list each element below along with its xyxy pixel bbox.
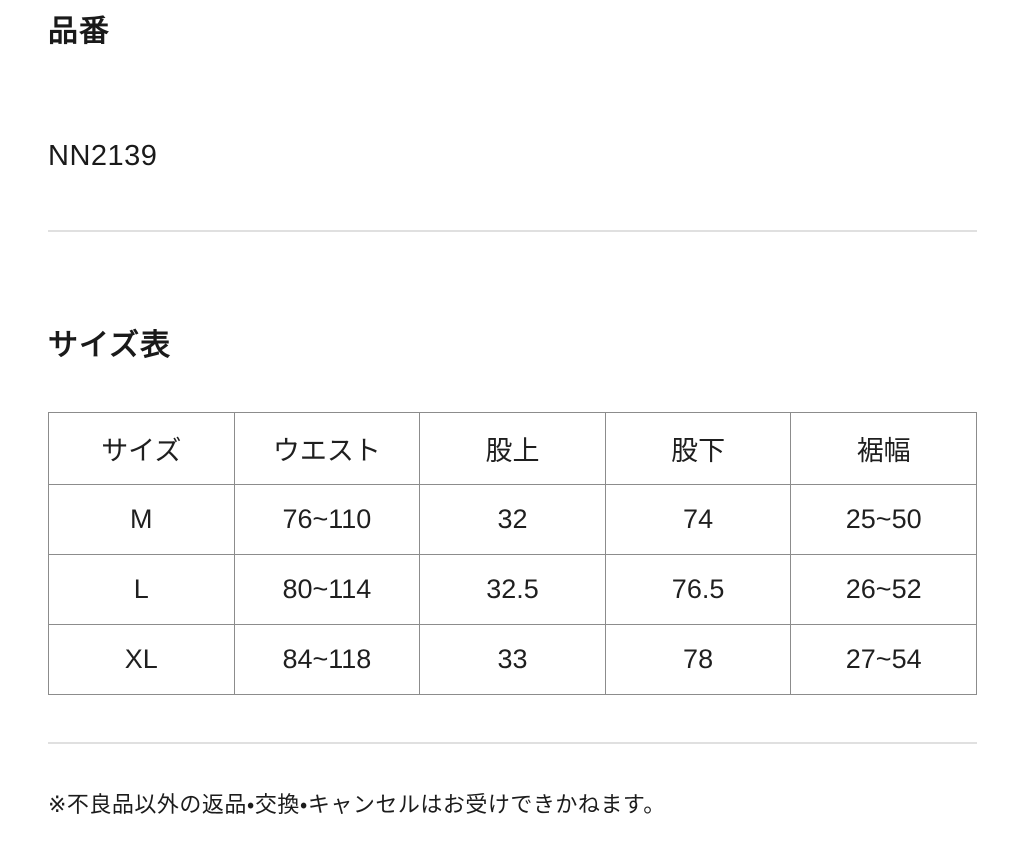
product-number-heading: 品番 bbox=[48, 15, 110, 48]
size-cell: M bbox=[48, 484, 235, 555]
size-table-header-inseam: 股下 bbox=[604, 412, 792, 485]
divider bbox=[48, 230, 977, 232]
rise-cell: 33 bbox=[419, 624, 606, 695]
size-table: サイズ ウエスト 股上 股下 裾幅 M 76~110 32 74 25~50 L… bbox=[48, 412, 977, 695]
inseam-cell: 78 bbox=[604, 624, 792, 695]
size-table-row-xl: XL 84~118 33 78 27~54 bbox=[48, 624, 977, 695]
rise-cell: 32 bbox=[419, 484, 606, 555]
size-cell: XL bbox=[48, 624, 235, 695]
size-table-header-waist: ウエスト bbox=[233, 412, 421, 485]
size-table-row-m: M 76~110 32 74 25~50 bbox=[48, 484, 977, 555]
hem-cell: 27~54 bbox=[790, 624, 977, 695]
size-table-header-hem: 裾幅 bbox=[790, 412, 977, 485]
hem-cell: 25~50 bbox=[790, 484, 977, 555]
waist-cell: 80~114 bbox=[233, 554, 421, 625]
size-table-header-row: サイズ ウエスト 股上 股下 裾幅 bbox=[48, 412, 977, 485]
return-policy-note: ※不良品以外の返品・交換・キャンセルはお受けできかねます。 bbox=[48, 792, 666, 817]
waist-cell: 76~110 bbox=[233, 484, 421, 555]
rise-cell: 32.5 bbox=[419, 554, 606, 625]
product-detail-section: 品番 NN2139 サイズ表 サイズ ウエスト 股上 股下 裾幅 M 76~11… bbox=[0, 14, 1024, 821]
hem-cell: 26~52 bbox=[790, 554, 977, 625]
product-number-value: NN2139 bbox=[48, 140, 158, 172]
inseam-cell: 74 bbox=[604, 484, 792, 555]
divider bbox=[48, 742, 977, 744]
size-table-header-rise: 股上 bbox=[419, 412, 606, 485]
size-table-header-size: サイズ bbox=[48, 412, 235, 485]
waist-cell: 84~118 bbox=[233, 624, 421, 695]
inseam-cell: 76.5 bbox=[604, 554, 792, 625]
size-table-heading: サイズ表 bbox=[48, 329, 172, 362]
size-cell: L bbox=[48, 554, 235, 625]
size-table-row-l: L 80~114 32.5 76.5 26~52 bbox=[48, 554, 977, 625]
